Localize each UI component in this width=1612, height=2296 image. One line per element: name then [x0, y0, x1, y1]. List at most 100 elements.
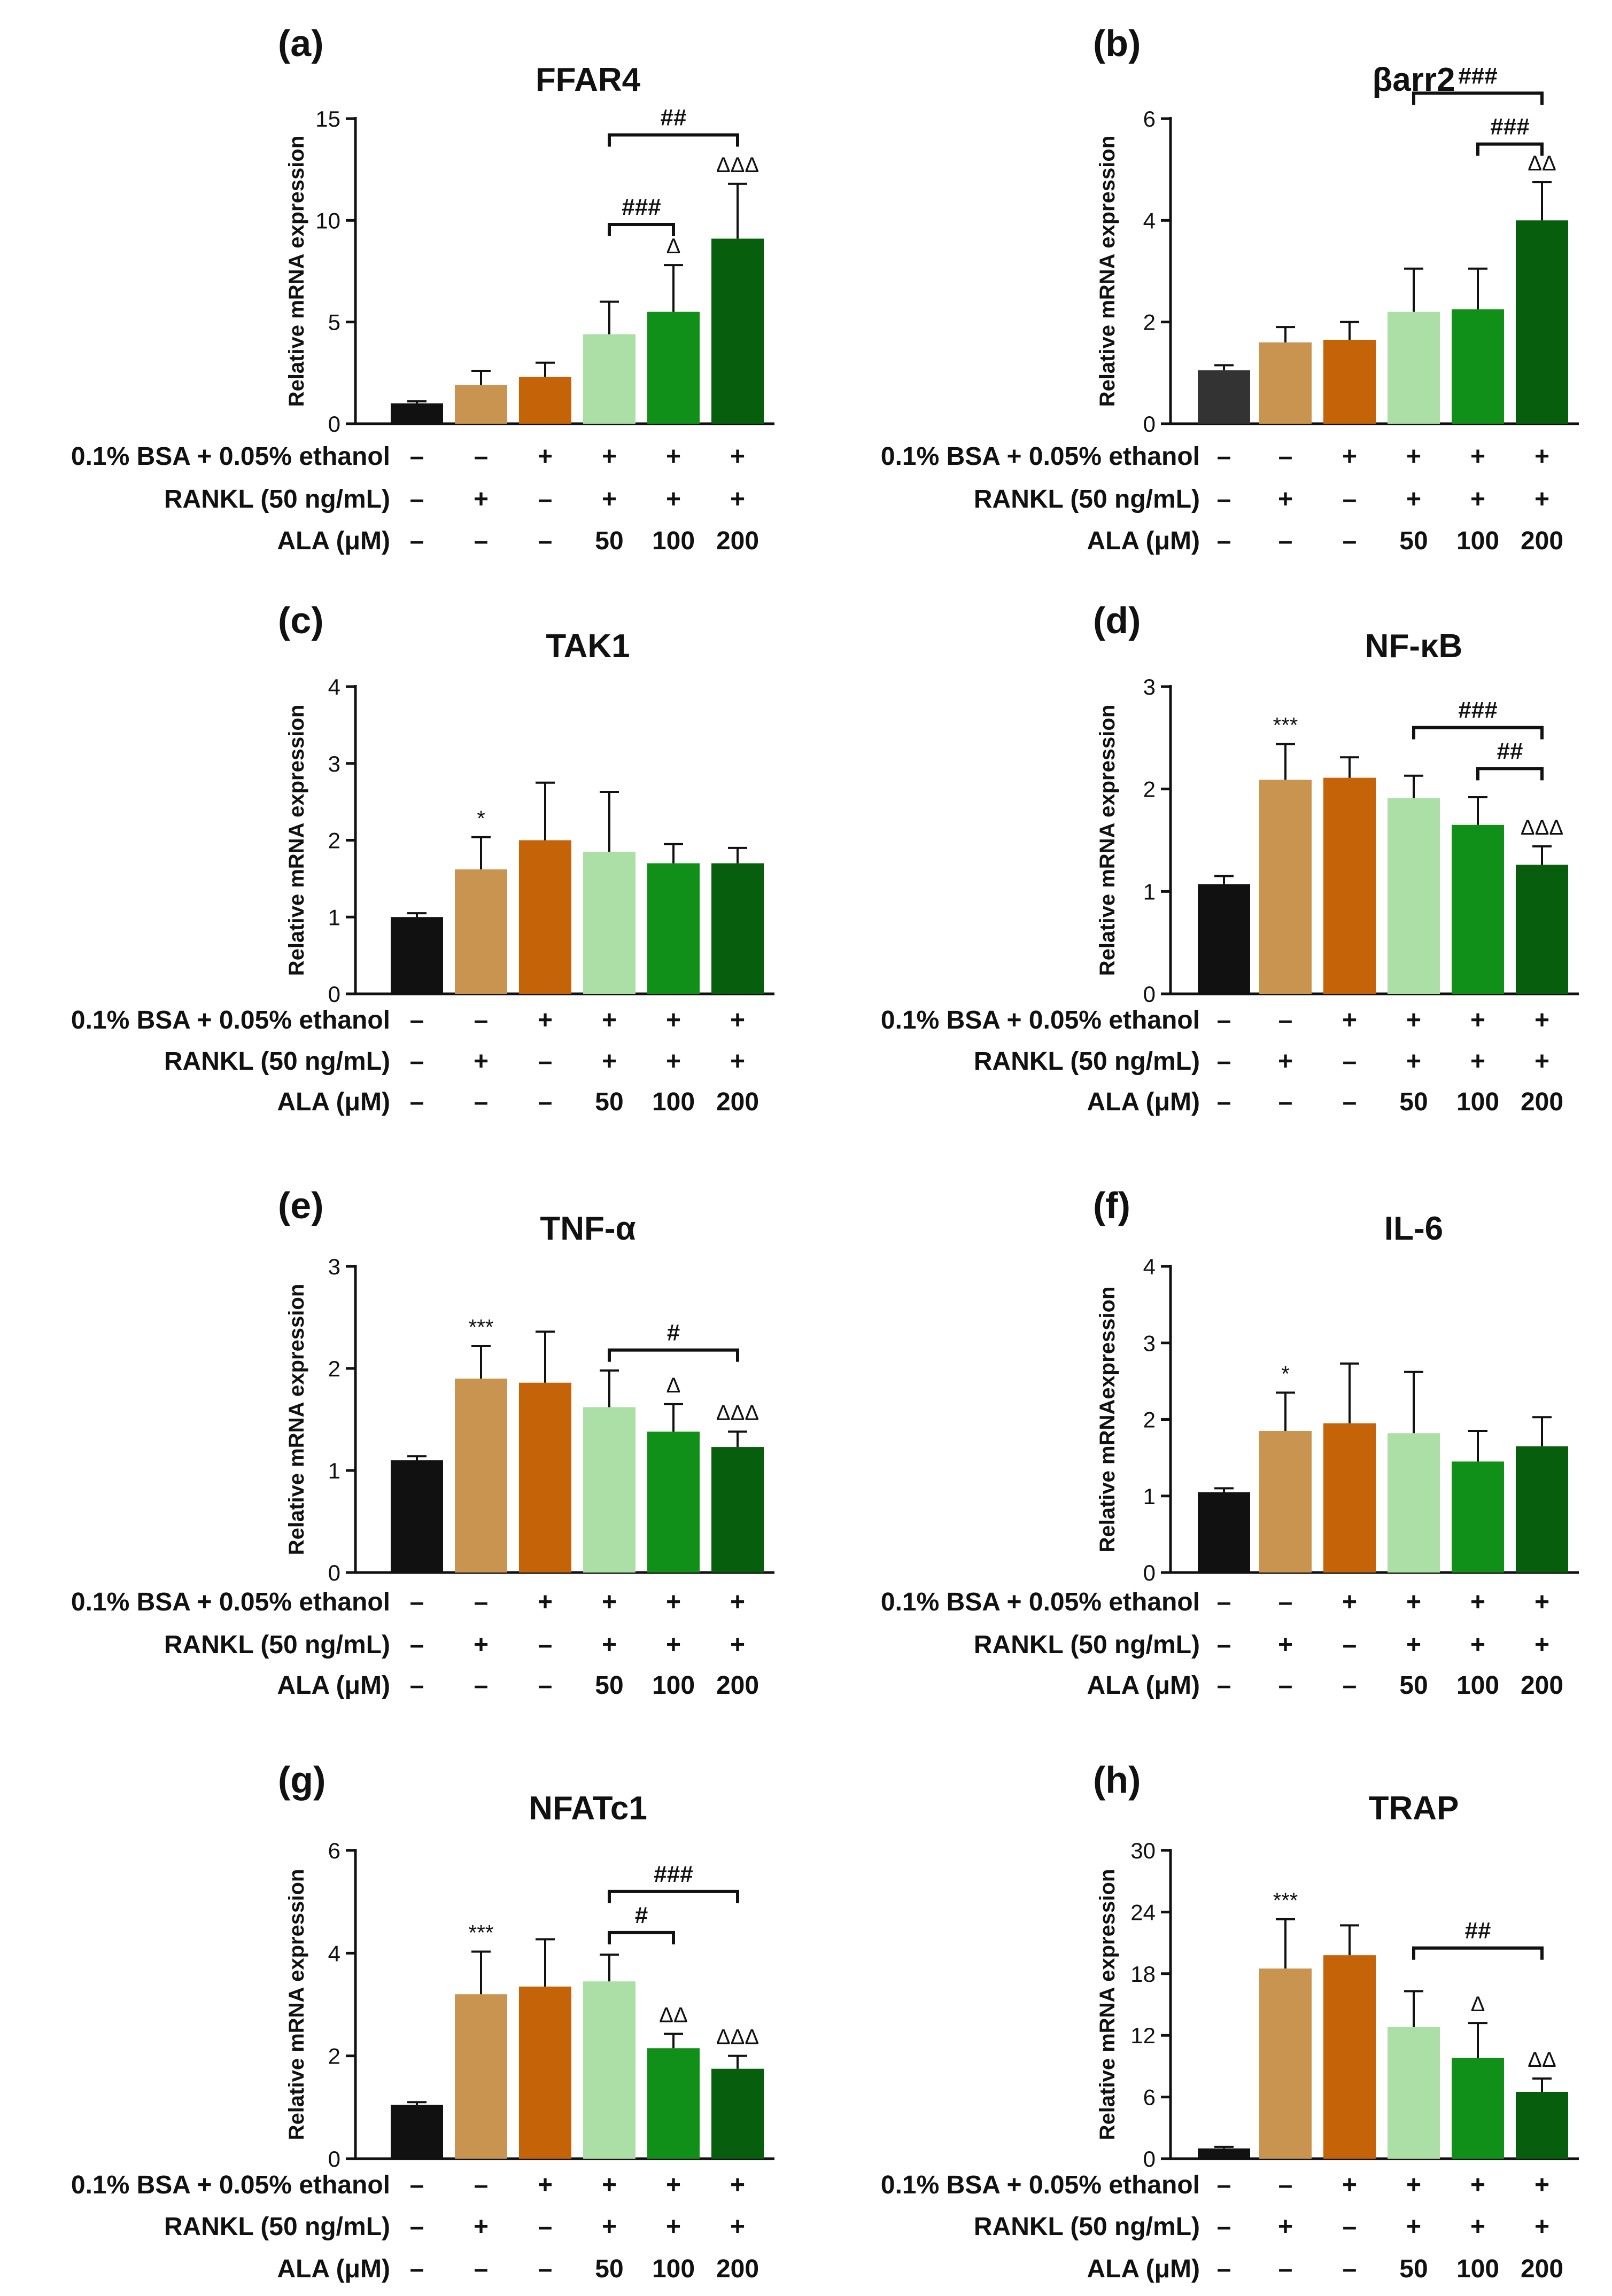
bar-1	[391, 917, 443, 994]
bsa-row-value: +	[538, 1006, 553, 1034]
bar-5	[647, 863, 700, 994]
rankl-row-value: –	[1343, 1047, 1357, 1076]
bsa-row-value: +	[1470, 1588, 1485, 1616]
y-tick-label: 1	[328, 1458, 340, 1483]
bar-1	[391, 1460, 443, 1573]
comparison-label: ##	[1497, 738, 1523, 764]
ala-row-value: 50	[595, 527, 623, 555]
rankl-row-value: –	[1217, 1047, 1231, 1076]
bsa-row-value: –	[1217, 1588, 1231, 1616]
ala-row-value: 200	[716, 1671, 759, 1700]
figure: (a)FFAR4Relative mRNA expression051015ΔΔ…	[0, 0, 1612, 2296]
rankl-row-value: –	[538, 1631, 553, 1659]
bsa-row-value: +	[1342, 1588, 1357, 1616]
ala-row-value: 100	[652, 1671, 695, 1700]
y-tick-label: 2	[1143, 777, 1156, 802]
bsa-row-value: –	[474, 442, 489, 471]
ala-row-value: 100	[1456, 2255, 1499, 2283]
y-axis-label: Relative mRNA expression	[285, 705, 308, 976]
bar-1	[391, 403, 443, 424]
ala-row-value: 50	[595, 1088, 623, 1116]
ala-row-value: 50	[1399, 527, 1428, 555]
ala-row-value: 50	[1399, 2255, 1428, 2283]
bar-3	[1323, 340, 1376, 424]
significance-mark: ***	[1273, 1889, 1298, 1912]
ala-row-value: –	[1217, 2255, 1231, 2283]
ala-row-label: ALA (μM)	[1087, 2255, 1200, 2283]
bar-1	[391, 2105, 443, 2159]
bsa-row-value: –	[1217, 1006, 1231, 1034]
ala-row-value: –	[1217, 1088, 1231, 1116]
bar-5	[1452, 309, 1504, 424]
rankl-row-value: +	[666, 2213, 681, 2241]
bsa-row-value: +	[1470, 442, 1485, 471]
chart-title: NF-κB	[1365, 628, 1463, 665]
comparison-bracket	[1478, 768, 1542, 780]
comparison-label: ###	[1458, 63, 1497, 89]
significance-mark: Δ	[666, 1374, 681, 1397]
y-tick-label: 1	[328, 905, 340, 930]
bar-4	[1388, 2027, 1440, 2159]
bsa-row-value: +	[538, 2171, 553, 2199]
rankl-row-value: –	[1343, 485, 1357, 513]
ala-row-value: –	[1343, 527, 1357, 555]
rankl-row-value: –	[1343, 1631, 1357, 1659]
rankl-row-value: +	[602, 485, 617, 513]
rankl-row-label: RANKL (50 ng/mL)	[974, 1631, 1200, 1659]
y-tick-label: 0	[1143, 1560, 1156, 1585]
bsa-row-value: –	[410, 442, 424, 471]
bsa-row-value: +	[602, 1006, 617, 1034]
y-tick-label: 0	[328, 411, 340, 437]
rankl-row-value: +	[1470, 1047, 1485, 1076]
comparison-label: ###	[1490, 114, 1529, 140]
bar-4	[583, 334, 636, 424]
bsa-row-value: +	[538, 442, 553, 471]
y-axis-label: Relative mRNA expression	[1096, 136, 1119, 407]
ala-row-value: 200	[1521, 1088, 1563, 1116]
ala-row-value: 200	[1521, 2255, 1563, 2283]
ala-row-value: –	[474, 527, 489, 555]
ala-row-value: –	[538, 527, 553, 555]
bar-4	[1388, 312, 1440, 424]
ala-row-value: 50	[1399, 1088, 1428, 1116]
significance-mark: ΔΔΔ	[1521, 816, 1563, 839]
rankl-row-label: RANKL (50 ng/mL)	[974, 1047, 1200, 1076]
rankl-row-value: +	[1470, 1631, 1485, 1659]
rankl-row-value: +	[474, 1047, 489, 1076]
significance-mark: *	[1281, 1362, 1290, 1386]
y-tick-label: 15	[315, 106, 340, 131]
bsa-row-value: +	[1534, 2171, 1549, 2199]
comparison-bracket	[609, 1933, 673, 1944]
bsa-row-value: +	[602, 442, 617, 471]
y-tick-label: 18	[1130, 1962, 1156, 1987]
bsa-row-value: +	[1470, 1006, 1485, 1034]
rankl-row-label: RANKL (50 ng/mL)	[164, 2213, 390, 2241]
bsa-row-value: +	[1470, 2171, 1485, 2199]
rankl-row-value: +	[730, 1047, 745, 1076]
rankl-row-label: RANKL (50 ng/mL)	[164, 1047, 390, 1076]
bsa-row-value: +	[1342, 442, 1357, 471]
comparison-bracket	[1414, 1948, 1542, 1960]
bsa-row-label: 0.1% BSA + 0.05% ethanol	[881, 1006, 1200, 1034]
bsa-row-value: +	[730, 1006, 745, 1034]
bsa-row-label: 0.1% BSA + 0.05% ethanol	[71, 1588, 390, 1616]
bsa-row-value: –	[1278, 1006, 1293, 1034]
bar-2	[455, 1994, 507, 2159]
ala-row-value: 200	[1521, 527, 1563, 555]
panel-label: (e)	[278, 1185, 324, 1226]
bar-3	[1323, 1423, 1376, 1573]
ala-row-label: ALA (μM)	[277, 2255, 390, 2283]
significance-mark: ***	[469, 1921, 494, 1944]
ala-row-value: –	[410, 527, 424, 555]
panel-label: (d)	[1093, 600, 1141, 641]
significance-mark: Δ	[666, 235, 681, 258]
bsa-row-value: +	[1406, 442, 1421, 471]
y-axis-label: Relative mRNA expression	[1096, 705, 1119, 976]
bsa-row-label: 0.1% BSA + 0.05% ethanol	[881, 1588, 1200, 1616]
rankl-row-value: –	[410, 1047, 424, 1076]
ala-row-label: ALA (μM)	[277, 1671, 390, 1700]
significance-mark: ***	[1273, 713, 1298, 737]
ala-row-label: ALA (μM)	[277, 1088, 390, 1116]
rankl-row-value: +	[666, 485, 681, 513]
